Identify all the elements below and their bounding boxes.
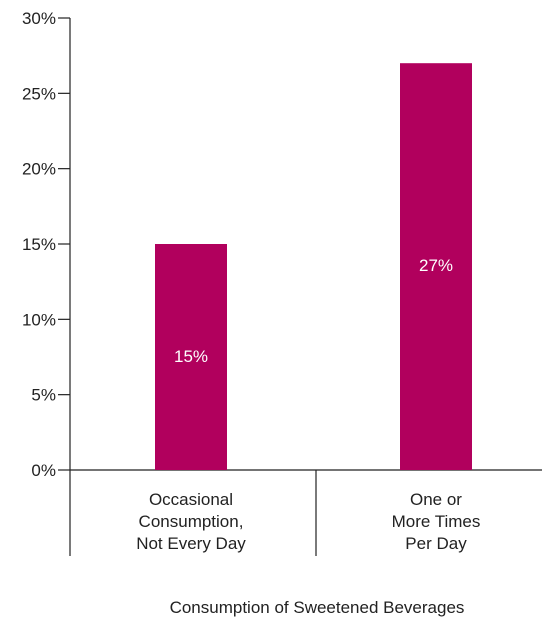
y-tick-label: 5% [31,386,56,405]
x-axis-title: Consumption of Sweetened Beverages [170,598,465,617]
data-label: 15% [174,347,208,366]
y-tick-label: 30% [22,9,56,28]
labels-group: 0% 5% 10% 15% 20% 25% 30% 15% Occasional Consumpt… [22,9,480,553]
y-tick-label: 25% [22,84,56,103]
x-tick-label: Not Every Day [136,534,246,553]
y-tick-label: 10% [22,310,56,329]
y-tick-label: 0% [31,461,56,480]
x-tick-label: Occasional [149,490,233,509]
data-label: 27% [419,256,453,275]
bars-group [155,63,472,470]
y-tick-label: 15% [22,235,56,254]
x-tick-label: Consumption, [139,512,244,531]
y-tick-label: 20% [22,160,56,179]
bar [155,244,227,470]
x-tick-label: One or [410,490,462,509]
x-tick-label: Per Day [405,534,467,553]
bar [400,63,472,470]
x-tick-label: More Times [392,512,481,531]
